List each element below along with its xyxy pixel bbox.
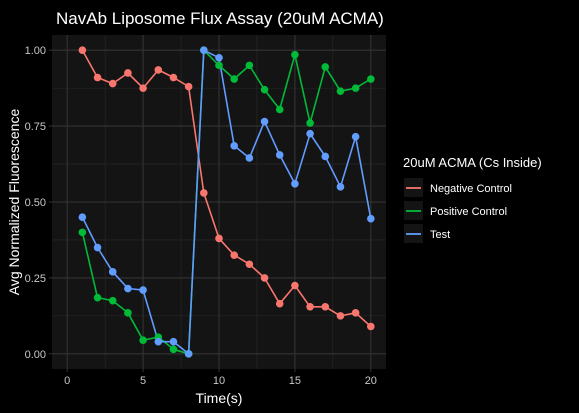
- data-point-test: [245, 154, 254, 162]
- data-point-negative-control: [154, 66, 163, 74]
- legend-label-test: Test: [430, 229, 450, 241]
- data-point-negative-control: [321, 302, 330, 311]
- y-axis-label: Avg Normalized Fluorescence: [6, 109, 22, 296]
- data-point-test: [184, 350, 193, 358]
- data-point-negative-control: [124, 69, 132, 77]
- data-point-test: [230, 142, 238, 150]
- x-tick-label: 5: [140, 375, 146, 387]
- data-point-positive-control: [215, 61, 223, 70]
- data-point-negative-control: [351, 309, 360, 317]
- data-point-negative-control: [108, 79, 117, 88]
- x-axis-ticks: 0 5 10 15 20: [64, 369, 377, 387]
- x-tick-label: 0: [64, 375, 70, 387]
- y-tick-label: 0.00: [25, 349, 46, 361]
- data-point-test: [124, 284, 132, 293]
- x-axis-label: Time(s): [196, 390, 243, 406]
- data-point-test: [275, 151, 284, 159]
- x-tick-label: 15: [289, 375, 301, 387]
- data-point-positive-control: [260, 85, 269, 94]
- data-point-test: [291, 179, 299, 188]
- data-point-negative-control: [169, 73, 178, 82]
- data-point-test: [306, 129, 314, 138]
- legend-items: Negative Control Positive Control Test: [404, 178, 512, 243]
- legend-label-negative-control: Negative Control: [430, 183, 512, 195]
- data-point-negative-control: [367, 322, 375, 331]
- data-point-positive-control: [291, 50, 299, 59]
- data-point-positive-control: [306, 119, 314, 127]
- legend-label-positive-control: Positive Control: [430, 206, 507, 218]
- y-tick-label: 0.50: [25, 197, 46, 209]
- data-point-test: [169, 337, 178, 346]
- legend-item-negative-control: Negative Control: [404, 178, 512, 197]
- data-point-test: [321, 152, 330, 161]
- data-point-test: [200, 46, 208, 54]
- data-point-positive-control: [139, 336, 147, 344]
- series-points: [78, 46, 375, 358]
- y-tick-label: 0.75: [25, 121, 46, 133]
- data-point-positive-control: [78, 228, 87, 237]
- data-point-test: [215, 53, 223, 62]
- data-point-negative-control: [336, 312, 345, 320]
- data-point-test: [336, 183, 345, 191]
- data-point-positive-control: [367, 75, 375, 83]
- data-point-test: [78, 213, 87, 221]
- data-point-positive-control: [351, 84, 360, 92]
- data-point-negative-control: [200, 189, 208, 197]
- data-point-negative-control: [291, 281, 299, 290]
- legend-item-positive-control: Positive Control: [404, 201, 507, 220]
- data-point-positive-control: [321, 63, 330, 71]
- data-point-negative-control: [78, 46, 87, 54]
- data-point-positive-control: [245, 61, 254, 70]
- series-line-positive-control: [81, 49, 372, 355]
- x-tick-label: 20: [365, 375, 377, 387]
- data-point-positive-control: [230, 75, 238, 83]
- data-point-positive-control: [108, 296, 117, 305]
- data-point-negative-control: [139, 84, 147, 92]
- data-point-test: [351, 132, 360, 141]
- data-point-test: [260, 117, 269, 126]
- data-point-positive-control: [336, 87, 345, 95]
- data-point-test: [367, 214, 375, 223]
- data-point-negative-control: [230, 251, 238, 259]
- data-point-positive-control: [124, 309, 132, 317]
- data-point-negative-control: [245, 260, 254, 269]
- data-point-negative-control: [93, 73, 102, 82]
- data-point-negative-control: [275, 299, 284, 308]
- data-point-positive-control: [275, 105, 284, 114]
- y-tick-label: 1.00: [25, 45, 46, 57]
- chart-title: NavAb Liposome Flux Assay (20uM ACMA): [56, 9, 384, 28]
- data-point-test: [139, 286, 147, 294]
- legend-item-test: Test: [404, 224, 450, 243]
- data-point-positive-control: [93, 293, 102, 302]
- x-tick-label: 10: [213, 375, 225, 387]
- data-point-test: [154, 337, 163, 346]
- data-point-negative-control: [215, 234, 223, 243]
- data-point-test: [93, 243, 102, 252]
- legend-title: 20uM ACMA (Cs Inside): [403, 155, 542, 170]
- y-axis-ticks: 0.00 0.25 0.50 0.75 1.00: [25, 45, 52, 361]
- data-point-test: [108, 268, 117, 276]
- data-point-negative-control: [306, 302, 314, 311]
- data-point-negative-control: [184, 82, 193, 91]
- y-tick-label: 0.25: [25, 273, 46, 285]
- major-gridlines: [52, 35, 386, 369]
- data-point-positive-control: [169, 345, 178, 354]
- legend: 20uM ACMA (Cs Inside) Negative Control Po…: [403, 155, 542, 243]
- data-point-negative-control: [260, 274, 269, 282]
